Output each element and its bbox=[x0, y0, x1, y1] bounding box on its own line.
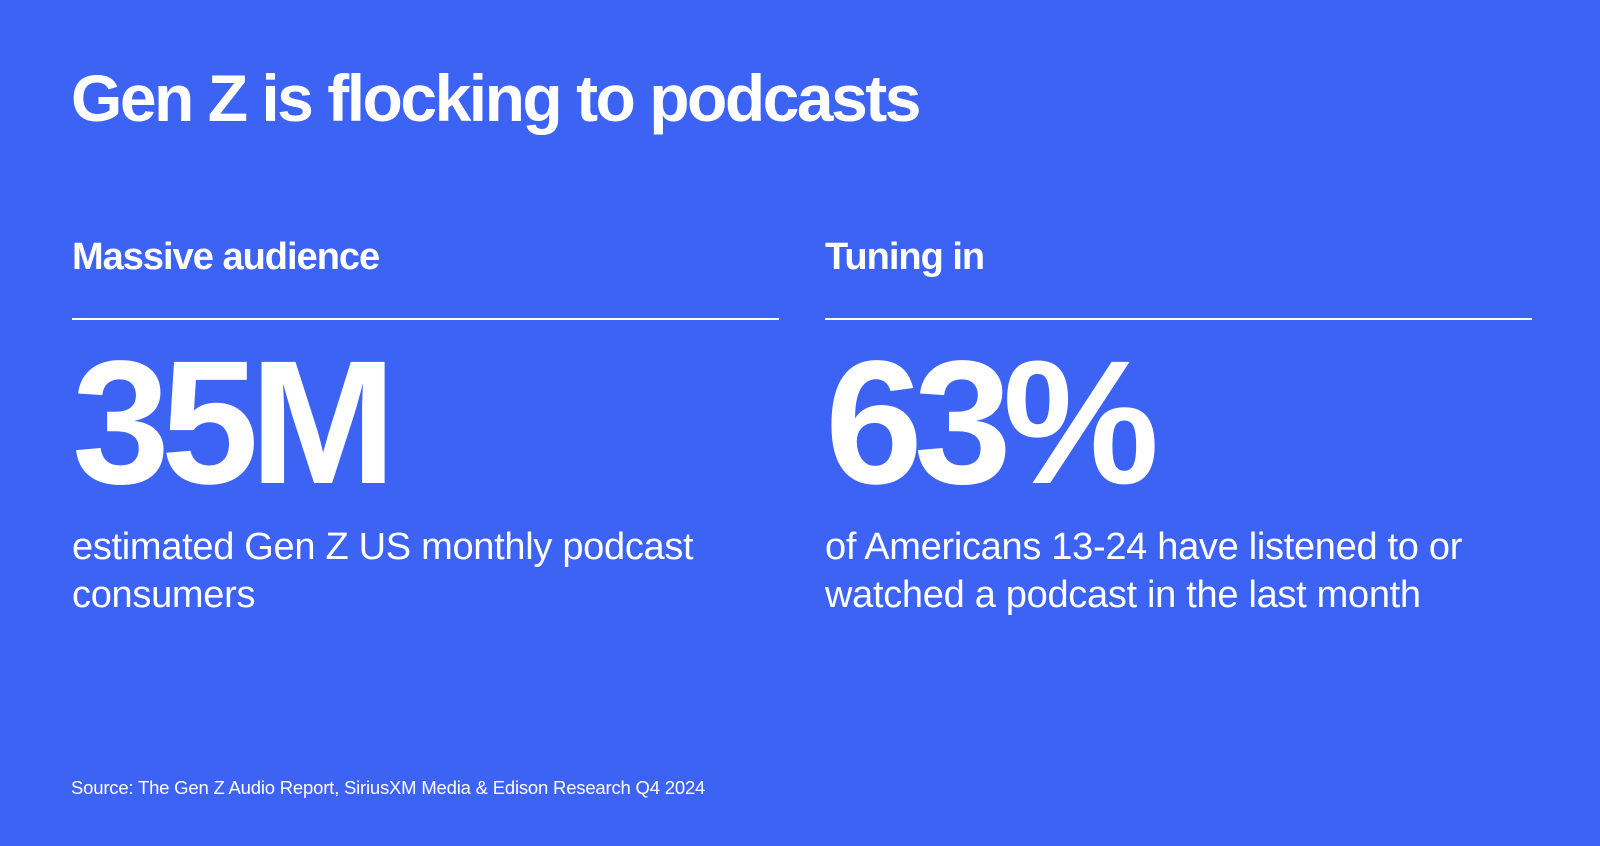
source-note: Source: The Gen Z Audio Report, SiriusXM… bbox=[71, 777, 706, 798]
stat-panel-tuning-in: Tuning in 63% of Americans 13-24 have li… bbox=[825, 230, 1532, 657]
panel-heading: Massive audience bbox=[72, 236, 380, 278]
stat-panel-massive-audience: Massive audience 35M estimated Gen Z US … bbox=[72, 230, 779, 657]
stat-value: 35M bbox=[72, 325, 396, 521]
stat-description: of Americans 13-24 have listened to or w… bbox=[825, 526, 1463, 616]
stat-value: 63% bbox=[825, 325, 1159, 521]
stat-description: estimated Gen Z US monthly podcast consu… bbox=[72, 526, 694, 616]
panel-heading: Tuning in bbox=[825, 236, 985, 278]
divider bbox=[825, 318, 1532, 320]
page-title: Gen Z is flocking to podcasts bbox=[71, 61, 921, 135]
divider bbox=[72, 318, 779, 320]
